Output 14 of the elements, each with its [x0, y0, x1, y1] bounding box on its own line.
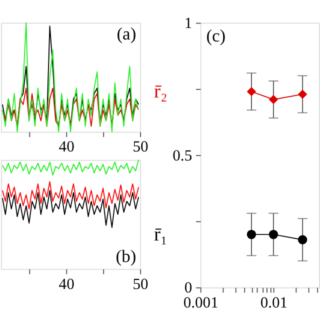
x-tick-label: 40 [58, 276, 75, 293]
annotation: (a) [116, 23, 136, 44]
x-tick-label: 0.001 [183, 294, 218, 312]
annotation: (c) [206, 25, 226, 46]
text: r̄₁ [154, 224, 168, 246]
y-tick-label: 1 [184, 15, 192, 32]
x-tick-label: 50 [132, 276, 149, 293]
annotation: (b) [116, 246, 136, 266]
text: r̄₂ [154, 81, 168, 102]
y-tick-label: 0 [184, 280, 192, 297]
y-tick-label: 0.5 [172, 147, 192, 164]
x-tick-label: 0.01 [260, 294, 288, 312]
x-tick-label: 40 [58, 138, 75, 156]
x-tick-label: 50 [132, 138, 149, 156]
